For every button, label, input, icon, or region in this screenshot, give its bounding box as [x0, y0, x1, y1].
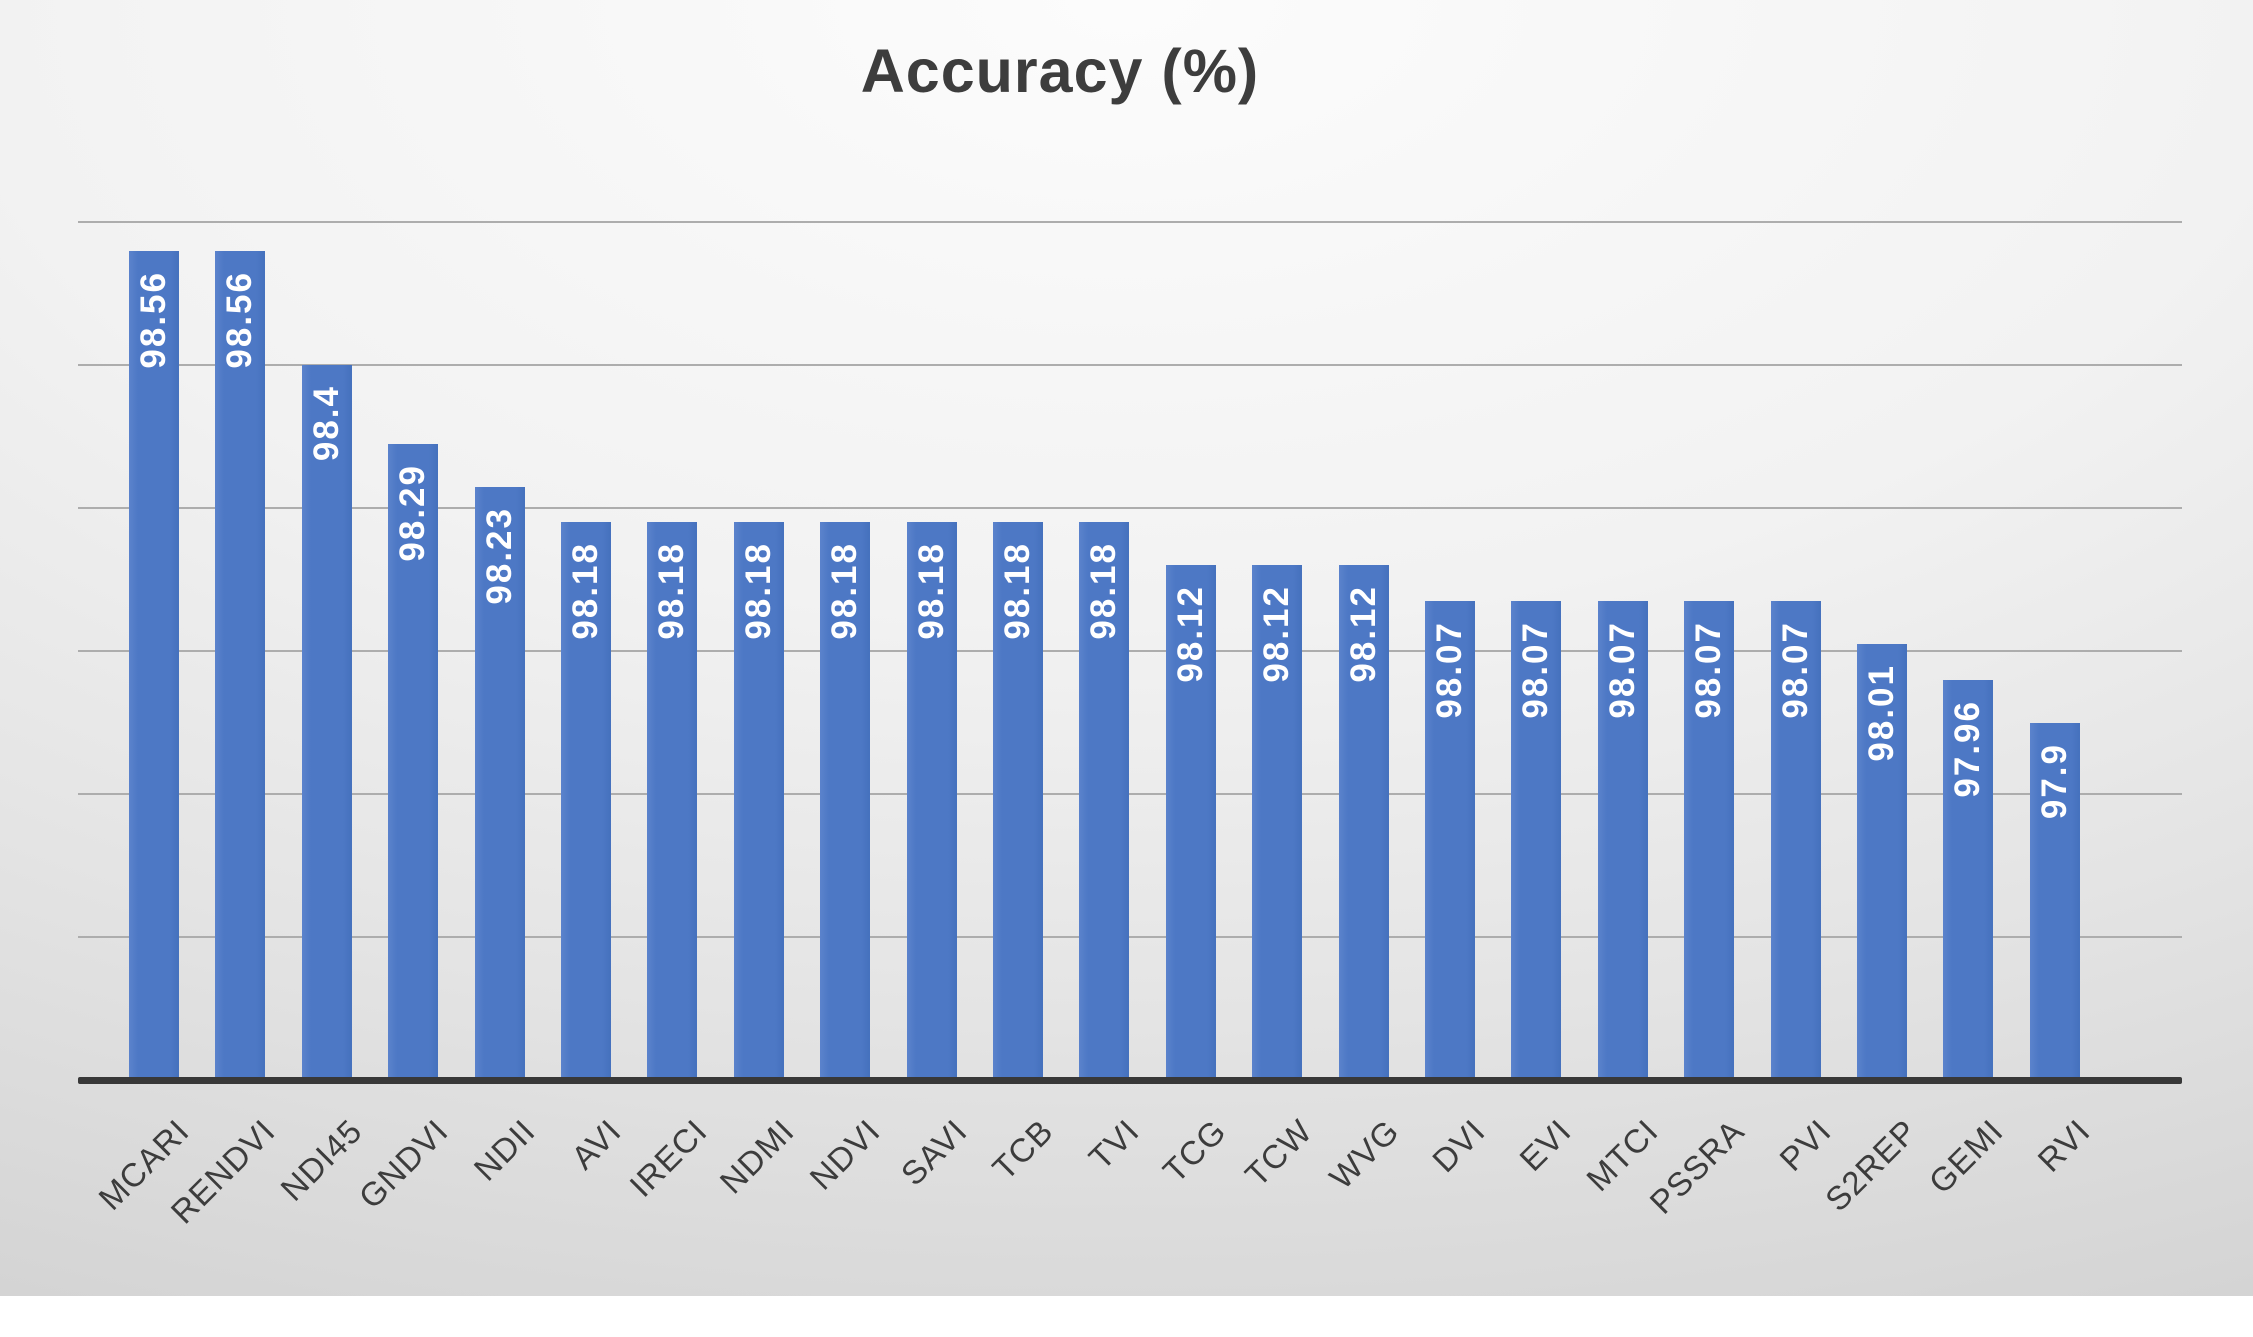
bar-value-label: 98.18	[739, 542, 779, 640]
bar: 98.18	[647, 522, 697, 1080]
bar-value-label: 98.12	[1344, 585, 1384, 683]
bar: 98.07	[1684, 601, 1734, 1080]
bar-value-label: 98.18	[825, 542, 865, 640]
bar-value-label: 98.4	[307, 385, 347, 461]
bar-value-label: 98.23	[480, 507, 520, 605]
bar: 97.9	[2030, 723, 2080, 1081]
bar: 98.29	[388, 444, 438, 1080]
bar: 98.07	[1598, 601, 1648, 1080]
bar-value-label: 98.56	[134, 271, 174, 369]
bar-value-label: 98.07	[1430, 621, 1470, 719]
bar: 98.4	[302, 365, 352, 1080]
bar-value-label: 98.18	[652, 542, 692, 640]
bar-value-label: 98.18	[998, 542, 1038, 640]
bar: 98.18	[907, 522, 957, 1080]
bar: 98.18	[820, 522, 870, 1080]
bar: 98.01	[1857, 644, 1907, 1080]
bar: 98.23	[475, 487, 525, 1080]
bar: 98.07	[1511, 601, 1561, 1080]
x-axis-line	[78, 1077, 2182, 1084]
bar: 98.12	[1166, 565, 1216, 1080]
bar: 98.07	[1771, 601, 1821, 1080]
bar: 98.18	[1079, 522, 1129, 1080]
bar: 98.12	[1339, 565, 1389, 1080]
bar-value-label: 97.9	[2035, 743, 2075, 819]
chart-canvas: Accuracy (%) 98.56 98.56 98.4 98.29 98.23 98.…	[0, 0, 2253, 1296]
bar-value-label: 98.07	[1689, 621, 1729, 719]
bar-value-label: 98.07	[1603, 621, 1643, 719]
bar-value-label: 98.07	[1516, 621, 1556, 719]
bar: 98.56	[129, 251, 179, 1080]
slide-frame: Accuracy (%) 98.56 98.56 98.4 98.29 98.23 98.…	[3, 3, 2250, 1293]
bar-value-label: 98.18	[912, 542, 952, 640]
bar: 97.96	[1943, 680, 1993, 1080]
bar-value-label: 98.12	[1171, 585, 1211, 683]
gridline	[78, 221, 2182, 223]
bar: 98.18	[561, 522, 611, 1080]
gridline	[78, 364, 2182, 366]
bar-value-label: 98.01	[1862, 664, 1902, 762]
bar-value-label: 98.56	[220, 271, 260, 369]
bar: 98.56	[215, 251, 265, 1080]
chart-title: Accuracy (%)	[8, 36, 2112, 106]
bar-value-label: 98.12	[1257, 585, 1297, 683]
bar: 98.12	[1252, 565, 1302, 1080]
bar-value-label: 98.18	[566, 542, 606, 640]
bar-value-label: 98.07	[1776, 621, 1816, 719]
bar: 98.18	[993, 522, 1043, 1080]
bar-value-label: 98.29	[393, 464, 433, 562]
bar-value-label: 97.96	[1948, 700, 1988, 798]
bar: 98.18	[734, 522, 784, 1080]
bar-value-label: 98.18	[1084, 542, 1124, 640]
bar: 98.07	[1425, 601, 1475, 1080]
